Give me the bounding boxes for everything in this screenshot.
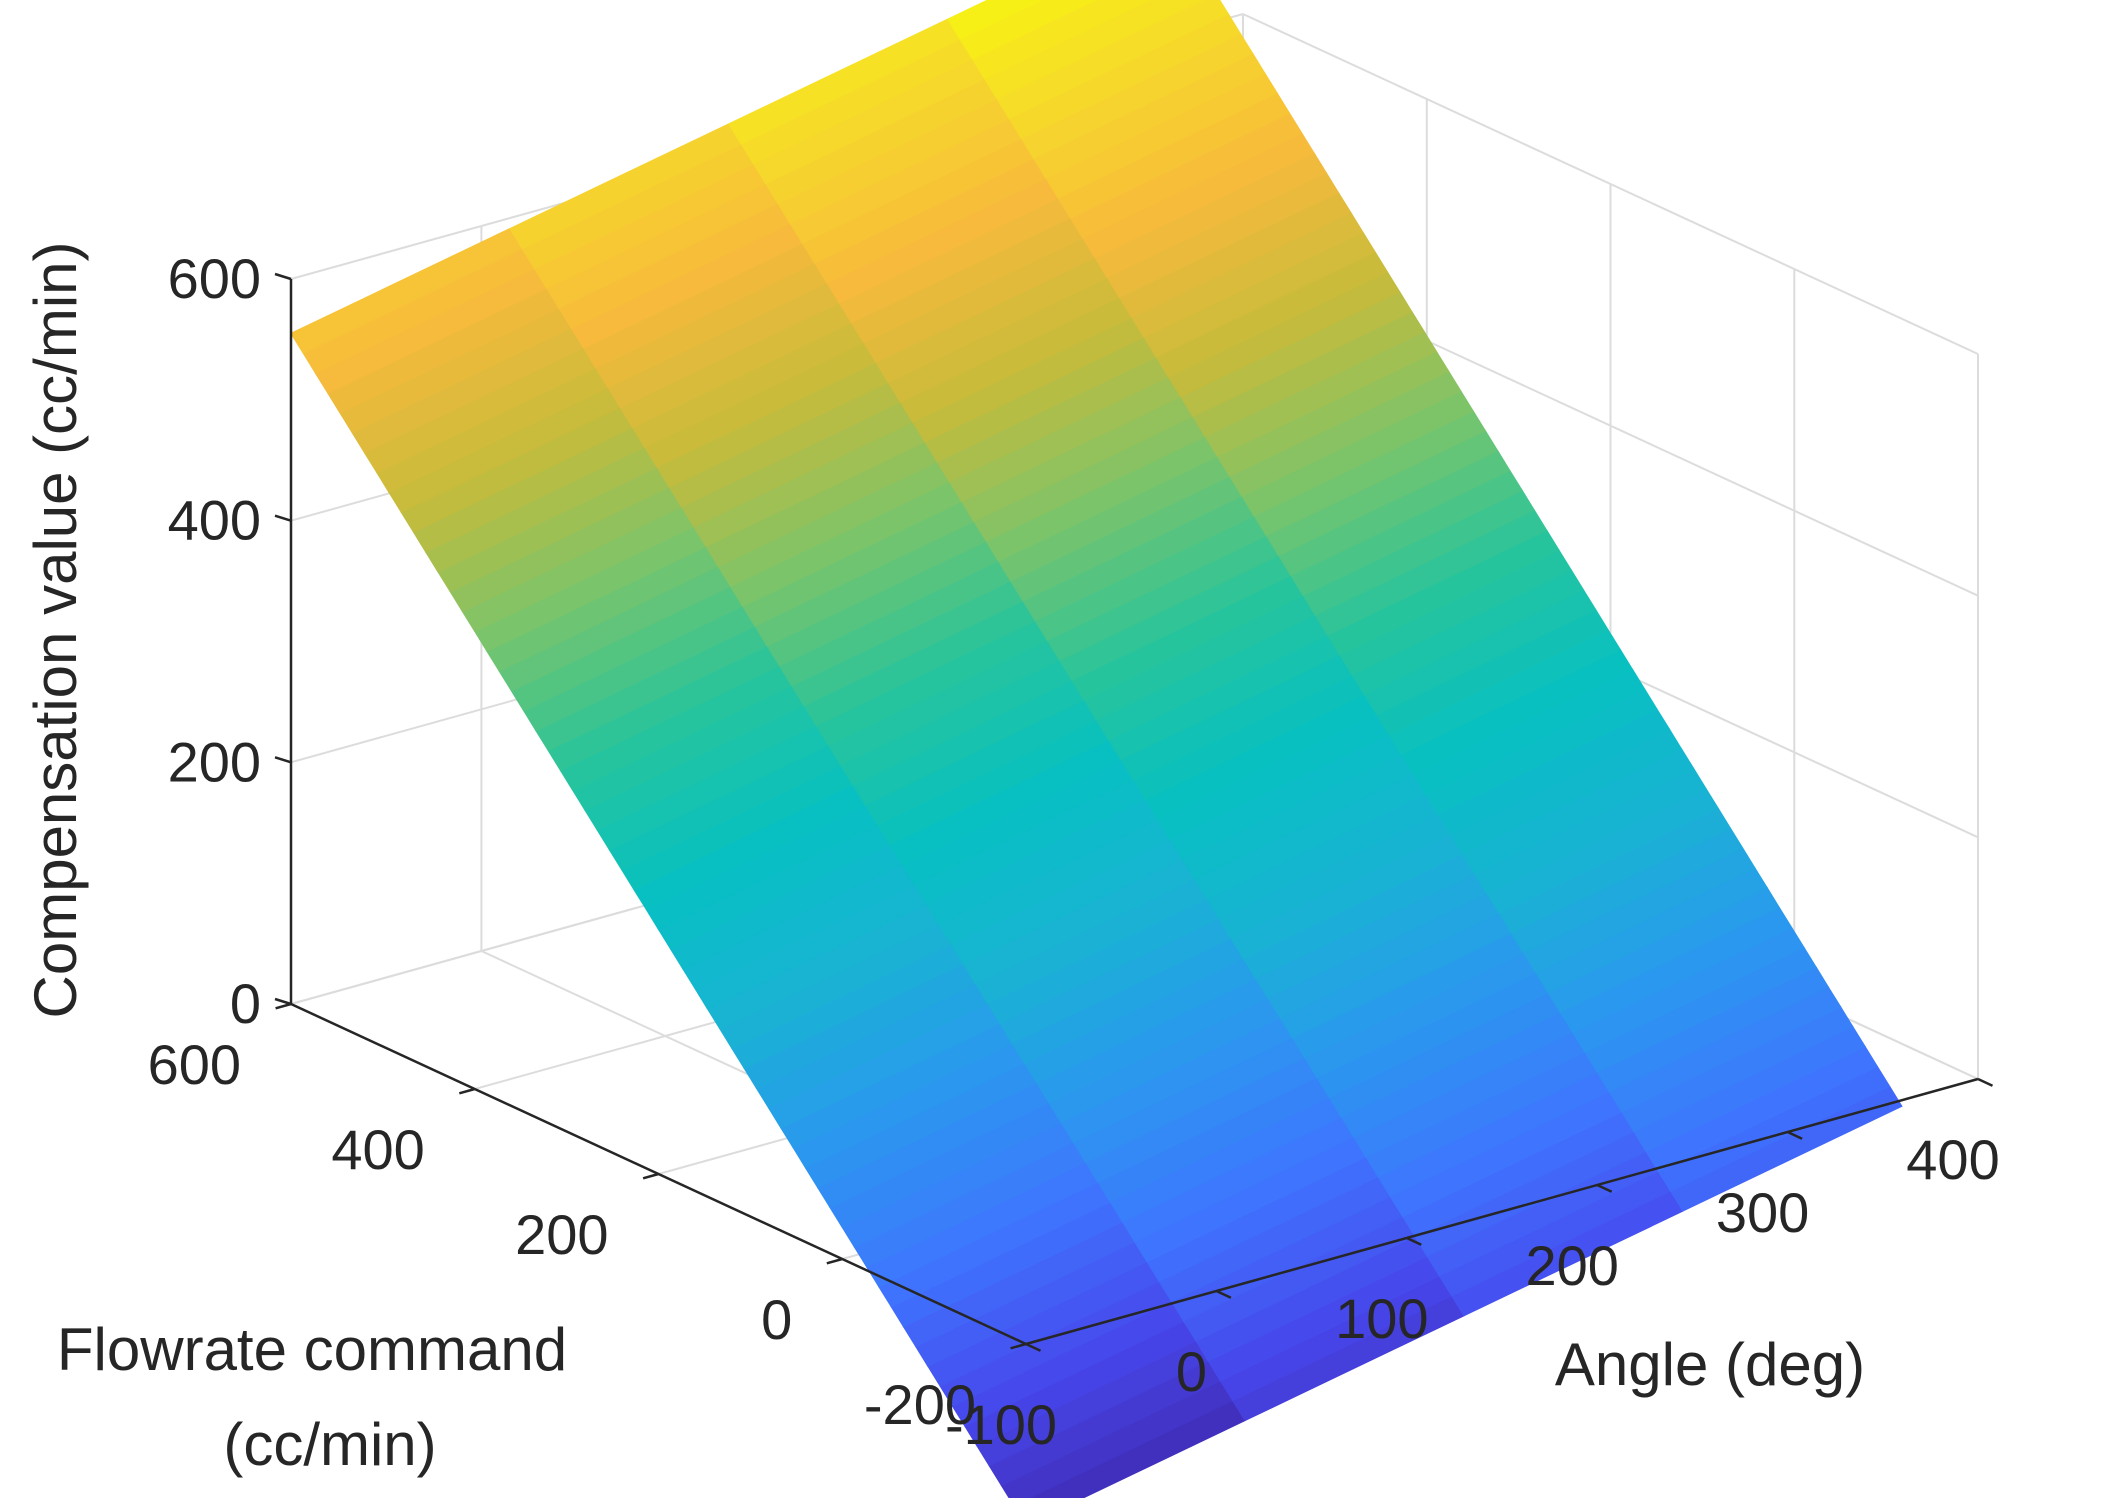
y-tick-label: 0 — [761, 1288, 792, 1351]
surface-patch — [959, 0, 1097, 60]
x-tick-label: 200 — [1525, 1234, 1618, 1297]
y-tick-mark — [1010, 1342, 1027, 1350]
z-tick-label: 400 — [168, 489, 261, 552]
y-axis-title-line-2: (cc/min) — [223, 1411, 436, 1478]
y-tick-label: 400 — [331, 1118, 424, 1181]
z-tick-mark — [274, 997, 292, 1006]
z-tick-label: 200 — [168, 730, 261, 793]
y-tick-mark — [642, 1172, 659, 1180]
x-tick-label: 400 — [1906, 1128, 1999, 1191]
surface-patch — [971, 0, 1151, 80]
z-tick-mark — [274, 272, 292, 281]
y-tick-label: 600 — [148, 1033, 241, 1096]
x-tick-label: 300 — [1716, 1181, 1809, 1244]
z-tick-mark — [274, 756, 292, 764]
x-axis-title: Angle (deg) — [1555, 1331, 1865, 1398]
z-axis-title: Compensation value (cc/min) — [22, 242, 89, 1019]
x-tick-mark — [1977, 1077, 1994, 1087]
x-tick-label: 100 — [1335, 1287, 1428, 1350]
surface-patch — [983, 0, 1205, 100]
x-tick-label: 0 — [1176, 1340, 1207, 1403]
x-tick-mark — [1596, 1183, 1613, 1193]
y-tick-mark — [458, 1087, 476, 1095]
y-tick-mark — [826, 1257, 843, 1265]
z-tick-label: 600 — [168, 247, 261, 310]
y-tick-mark — [275, 1002, 292, 1010]
grid-backright-z-600 — [1242, 13, 1979, 355]
y-tick-label: 200 — [515, 1203, 608, 1266]
label-layer: Compensation value (cc/min) Angle (deg) … — [22, 242, 1865, 1478]
x-axis-line — [1025, 1077, 1979, 1346]
surface-patch — [996, 0, 1229, 120]
x-tick-mark — [1787, 1130, 1803, 1140]
z-tick-label: 0 — [230, 972, 261, 1035]
x-tick-mark — [1215, 1289, 1232, 1299]
x-tick-label: -100 — [945, 1393, 1057, 1456]
z-tick-mark — [274, 514, 292, 522]
y-axis-title-line-1: Flowrate command — [57, 1316, 567, 1383]
axis-layer: -1000100200300400-2000200400600020040060… — [148, 247, 2000, 1456]
surface-layer — [290, 0, 1903, 1503]
surface-patch — [947, 0, 1043, 40]
x-tick-mark — [1025, 1342, 1042, 1352]
y-tick-label: -200 — [864, 1373, 976, 1436]
x-tick-mark — [1406, 1236, 1422, 1246]
